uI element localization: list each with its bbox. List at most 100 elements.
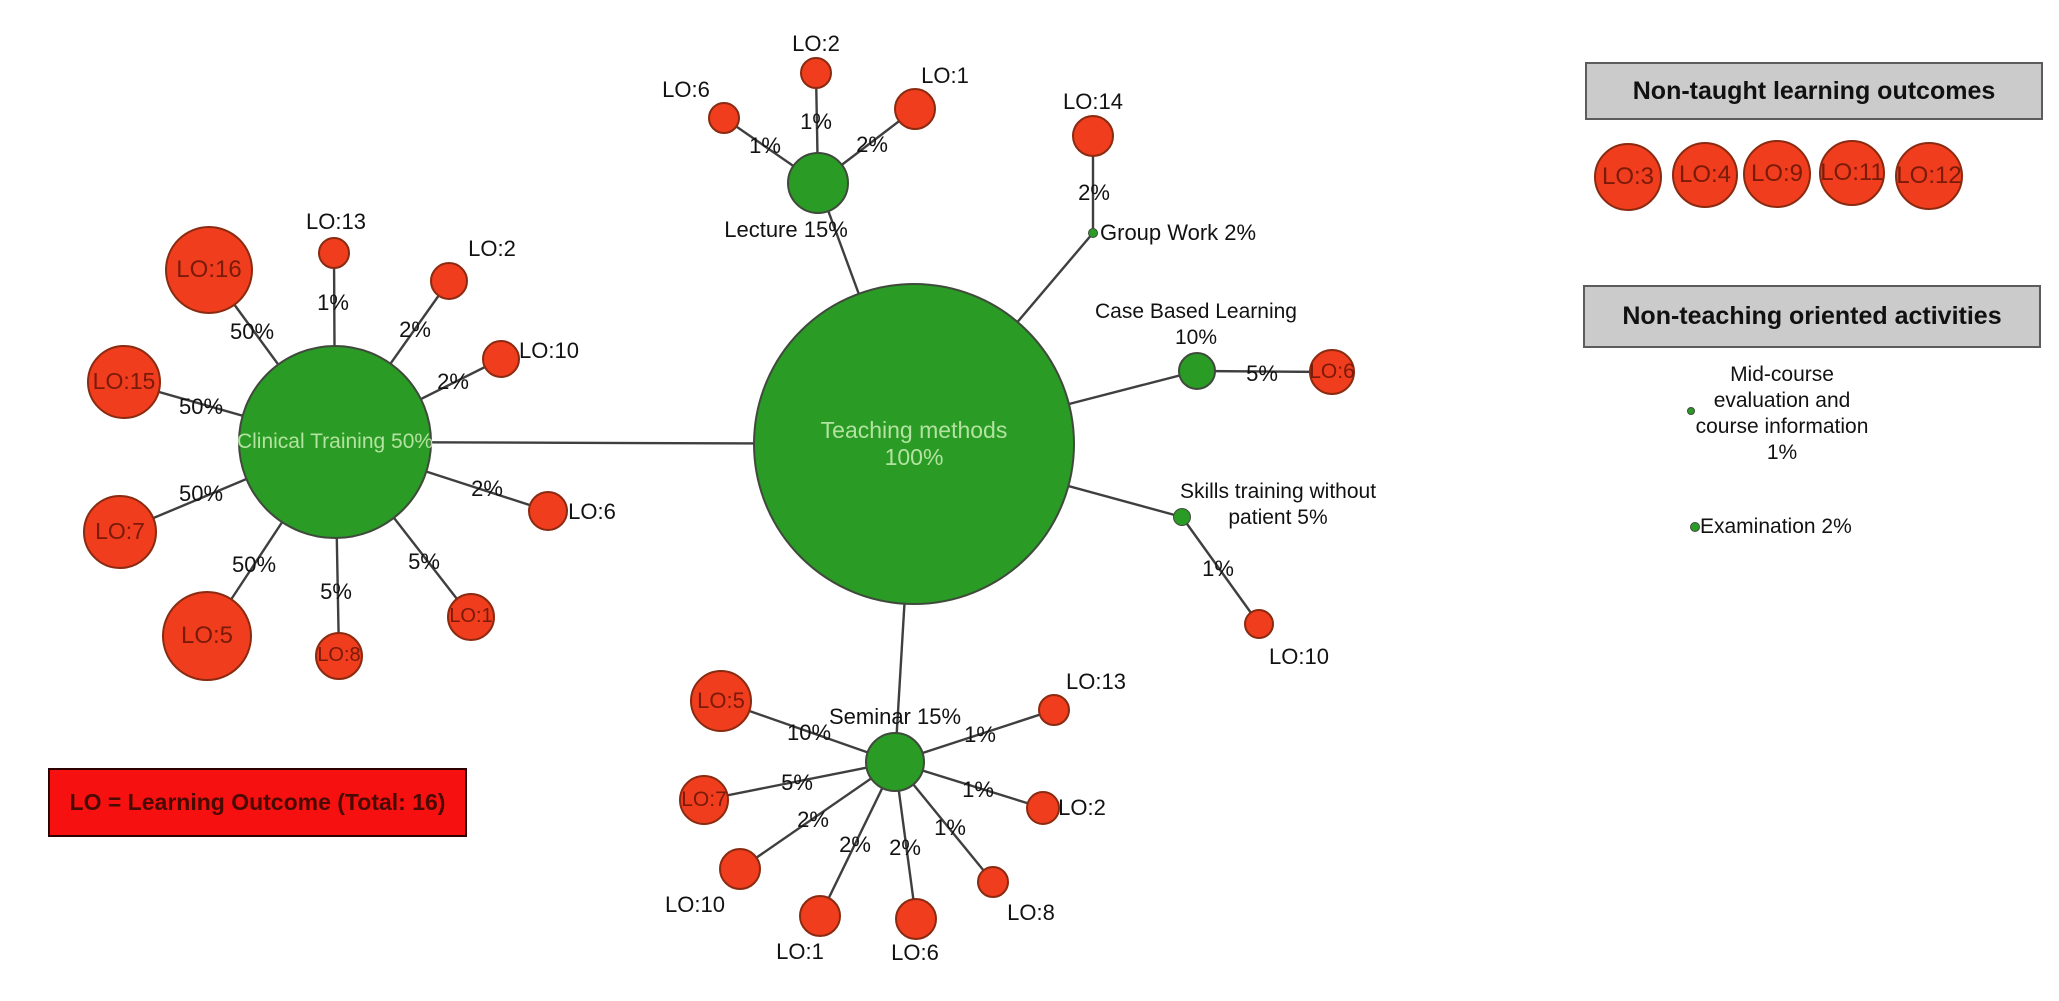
node-skills-lo10	[1244, 609, 1274, 639]
node-seminar	[865, 732, 925, 792]
pct-clinical-lo7: 50%	[178, 481, 224, 506]
node-lecture-lo2	[800, 57, 832, 89]
node-case-based-learning	[1178, 352, 1216, 390]
label-case-based-learning: Case Based Learning 10%	[1095, 299, 1297, 349]
label-seminar: Seminar 15%	[828, 704, 962, 729]
label-groupwork-lo14: LO:14	[1063, 89, 1123, 114]
pct-cbl-lo6: 5%	[1246, 361, 1278, 386]
node-seminar-lo2	[1026, 791, 1060, 825]
node-panel-lo9-label: LO:9	[1750, 159, 1804, 187]
node-clinical-lo5: LO:5	[162, 591, 252, 681]
pct-lecture-lo1: 2%	[856, 132, 888, 157]
node-clinical-lo10	[482, 340, 520, 378]
pct-lecture-lo2: 1%	[800, 109, 832, 134]
label-lecture-lo1: LO:1	[921, 63, 969, 88]
label-seminar-lo8: LO:8	[1007, 900, 1055, 925]
pct-seminar-lo5: 10%	[786, 720, 832, 745]
node-lecture-lo1	[894, 88, 936, 130]
node-clinical-lo7-label: LO:7	[95, 518, 145, 545]
node-lecture	[787, 152, 849, 214]
node-seminar-lo5-label: LO:5	[697, 688, 745, 714]
pct-lecture-lo6: 1%	[749, 133, 781, 158]
node-clinical-lo6	[528, 491, 568, 531]
node-seminar-lo1	[799, 895, 841, 937]
node-panel-lo3: LO:3	[1594, 143, 1662, 211]
edge-skills-dot-s-lo10	[1181, 516, 1260, 625]
pct-clinical-lo15: 50%	[178, 394, 224, 419]
lo-legend-box: LO = Learning Outcome (Total: 16)	[48, 768, 467, 837]
node-panel-lo4: LO:4	[1672, 142, 1738, 208]
node-clinical-lo8-label: LO:8	[317, 644, 361, 667]
pct-groupwork-lo14: 2%	[1078, 180, 1110, 205]
label-lecture-lo2: LO:2	[792, 31, 840, 56]
node-clinical-lo8: LO:8	[315, 632, 363, 680]
non-teaching-activities-header: Non-teaching oriented activities	[1583, 285, 2041, 348]
node-seminar-lo7-label: LO:7	[681, 787, 727, 811]
edge-seminar-se-lo7	[703, 760, 896, 802]
node-seminar-lo8	[977, 866, 1009, 898]
node-clinical-training-label: Clinical Training 50%	[236, 429, 434, 453]
node-clinical-lo1: LO:1	[447, 593, 495, 641]
label-skills-training: Skills training without patient 5%	[1179, 479, 1377, 529]
node-clinical-lo5-label: LO:5	[180, 621, 234, 649]
pct-seminar-lo6: 2%	[889, 835, 921, 860]
node-clinical-lo13	[318, 237, 350, 269]
node-panel-lo4-label: LO:4	[1678, 160, 1732, 188]
node-teaching-methods: Teaching methods 100%	[753, 283, 1075, 605]
pct-seminar-lo2: 1%	[962, 777, 994, 802]
label-clinical-lo6: LO:6	[568, 499, 616, 524]
label-clinical-lo10: LO:10	[519, 338, 579, 363]
pct-clinical-lo10: 2%	[437, 369, 469, 394]
label-lecture-lo6: LO:6	[662, 77, 710, 102]
label-examination: Examination 2%	[1700, 515, 1852, 538]
non-taught-outcomes-header: Non-taught learning outcomes	[1585, 62, 2043, 120]
node-seminar-lo5: LO:5	[690, 670, 752, 732]
label-seminar-lo2: LO:2	[1058, 795, 1106, 820]
node-clinical-lo15-label: LO:15	[92, 368, 156, 395]
node-examination-dot	[1690, 522, 1700, 532]
node-seminar-lo7: LO:7	[679, 775, 729, 825]
pct-clinical-lo8: 5%	[320, 579, 352, 604]
pct-clinical-lo1: 5%	[408, 549, 440, 574]
node-clinical-lo2	[430, 262, 468, 300]
node-teaching-methods-label: Teaching methods 100%	[820, 416, 1008, 470]
node-clinical-lo15: LO:15	[87, 345, 161, 419]
label-group-work: Group Work 2%	[1100, 220, 1257, 245]
node-panel-lo12-label: LO:12	[1896, 161, 1962, 189]
pct-clinical-lo5: 50%	[231, 552, 277, 577]
label-seminar-lo1: LO:1	[776, 939, 824, 964]
label-lecture: Lecture 15%	[724, 217, 848, 242]
node-groupwork-lo14	[1072, 115, 1114, 157]
node-panel-lo12: LO:12	[1895, 142, 1963, 210]
node-clinical-training: Clinical Training 50%	[236, 345, 434, 539]
node-panel-lo3-label: LO:3	[1601, 162, 1655, 190]
node-cbl-lo6: LO:6	[1309, 349, 1355, 395]
node-clinical-lo16: LO:16	[165, 226, 253, 314]
node-seminar-lo10	[719, 848, 761, 890]
node-clinical-lo7: LO:7	[83, 495, 157, 569]
label-skills-lo10: LO:10	[1269, 644, 1329, 669]
node-seminar-lo13	[1038, 694, 1070, 726]
node-skills-training-dot	[1173, 508, 1191, 526]
node-cbl-lo6-label: LO:6	[1309, 359, 1355, 383]
label-seminar-lo10: LO:10	[665, 892, 725, 917]
pct-seminar-lo8: 1%	[934, 815, 966, 840]
node-panel-lo9: LO:9	[1743, 140, 1811, 208]
node-panel-lo11: LO:11	[1819, 140, 1885, 206]
label-seminar-lo6: LO:6	[891, 940, 939, 965]
pct-seminar-lo7: 5%	[781, 770, 813, 795]
pct-seminar-lo1: 2%	[839, 832, 871, 857]
node-mid-course-dot	[1687, 407, 1695, 415]
pct-clinical-lo2: 2%	[399, 317, 431, 342]
pct-seminar-lo13: 1%	[964, 722, 996, 747]
pct-skills-lo10: 1%	[1202, 556, 1234, 581]
label-mid-course: Mid-course evaluation and course informa…	[1695, 362, 1869, 465]
node-clinical-lo16-label: LO:16	[176, 255, 242, 283]
pct-clinical-lo13: 1%	[317, 290, 349, 315]
node-group-work-dot	[1088, 228, 1098, 238]
node-panel-lo11-label: LO:11	[1820, 158, 1884, 186]
pct-clinical-lo16: 50%	[229, 319, 275, 344]
node-lecture-lo6	[708, 102, 740, 134]
label-clinical-lo13: LO:13	[306, 209, 366, 234]
